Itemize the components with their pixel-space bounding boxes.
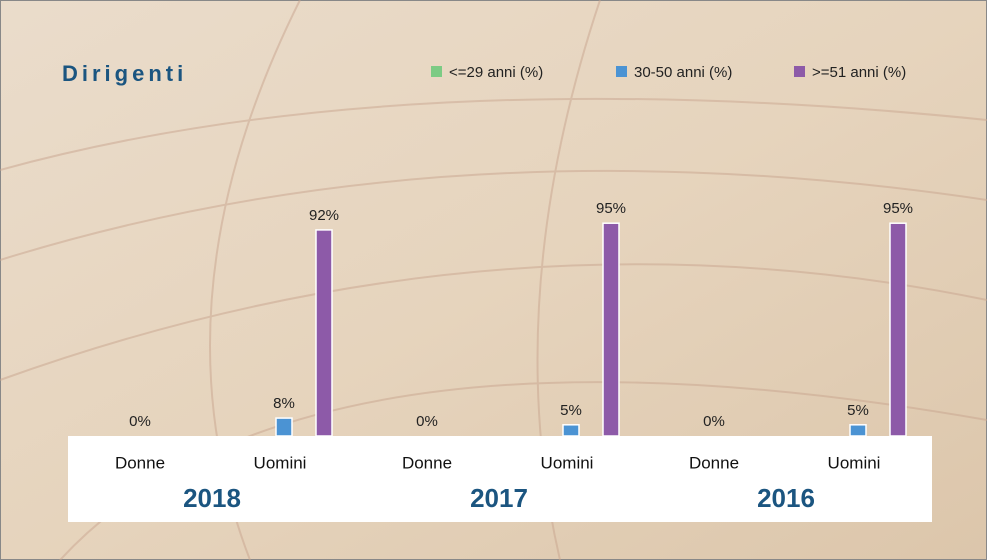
bar bbox=[562, 424, 580, 437]
group-label: 2017 bbox=[470, 483, 528, 513]
data-label: 0% bbox=[416, 413, 438, 430]
data-label: 0% bbox=[129, 413, 151, 430]
data-label: 95% bbox=[883, 200, 913, 217]
legend-swatch bbox=[431, 66, 442, 77]
data-label: 95% bbox=[596, 200, 626, 217]
data-label: 5% bbox=[560, 402, 582, 419]
x-tick-label: Donne bbox=[402, 453, 452, 472]
group-label: 2016 bbox=[757, 483, 815, 513]
x-tick-label: Donne bbox=[115, 453, 165, 472]
legend-swatch bbox=[794, 66, 805, 77]
x-tick-label: Uomini bbox=[541, 453, 594, 472]
bar bbox=[275, 417, 293, 437]
bar bbox=[889, 222, 907, 437]
group-label: 2018 bbox=[183, 483, 241, 513]
legend-label: >=51 anni (%) bbox=[812, 64, 906, 81]
x-tick-label: Donne bbox=[689, 453, 739, 472]
data-label: 8% bbox=[273, 395, 295, 412]
legend-label: <=29 anni (%) bbox=[449, 64, 543, 81]
data-label: 5% bbox=[847, 402, 869, 419]
label-panel bbox=[68, 436, 932, 522]
bar bbox=[849, 424, 867, 437]
bar bbox=[315, 229, 333, 437]
chart-title: Dirigenti bbox=[62, 61, 187, 86]
data-label: 92% bbox=[309, 207, 339, 224]
legend-swatch bbox=[616, 66, 627, 77]
data-label: 0% bbox=[703, 413, 725, 430]
x-tick-label: Uomini bbox=[254, 453, 307, 472]
x-tick-label: Uomini bbox=[828, 453, 881, 472]
bar bbox=[602, 222, 620, 437]
legend-label: 30-50 anni (%) bbox=[634, 64, 732, 81]
